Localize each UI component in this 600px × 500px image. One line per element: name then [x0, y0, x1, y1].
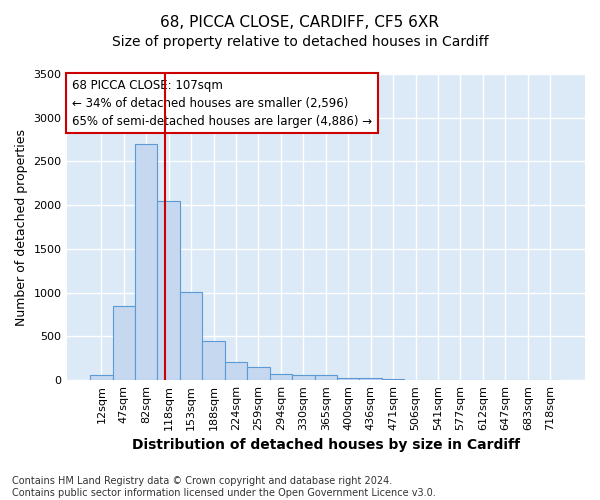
Bar	[247, 368, 269, 380]
Text: Contains HM Land Registry data © Crown copyright and database right 2024.
Contai: Contains HM Land Registry data © Crown c…	[12, 476, 436, 498]
Bar	[135, 144, 157, 380]
Bar	[157, 201, 180, 380]
Y-axis label: Number of detached properties: Number of detached properties	[15, 128, 28, 326]
Text: 68, PICCA CLOSE, CARDIFF, CF5 6XR: 68, PICCA CLOSE, CARDIFF, CF5 6XR	[161, 15, 439, 30]
Bar	[359, 378, 382, 380]
Text: Size of property relative to detached houses in Cardiff: Size of property relative to detached ho…	[112, 35, 488, 49]
Bar	[382, 379, 404, 380]
X-axis label: Distribution of detached houses by size in Cardiff: Distribution of detached houses by size …	[132, 438, 520, 452]
Bar	[90, 376, 113, 380]
Bar	[269, 374, 292, 380]
Bar	[314, 376, 337, 380]
Bar	[113, 306, 135, 380]
Bar	[202, 341, 225, 380]
Bar	[225, 362, 247, 380]
Bar	[180, 292, 202, 380]
Text: 68 PICCA CLOSE: 107sqm
← 34% of detached houses are smaller (2,596)
65% of semi-: 68 PICCA CLOSE: 107sqm ← 34% of detached…	[72, 78, 372, 128]
Bar	[292, 376, 314, 380]
Bar	[337, 378, 359, 380]
